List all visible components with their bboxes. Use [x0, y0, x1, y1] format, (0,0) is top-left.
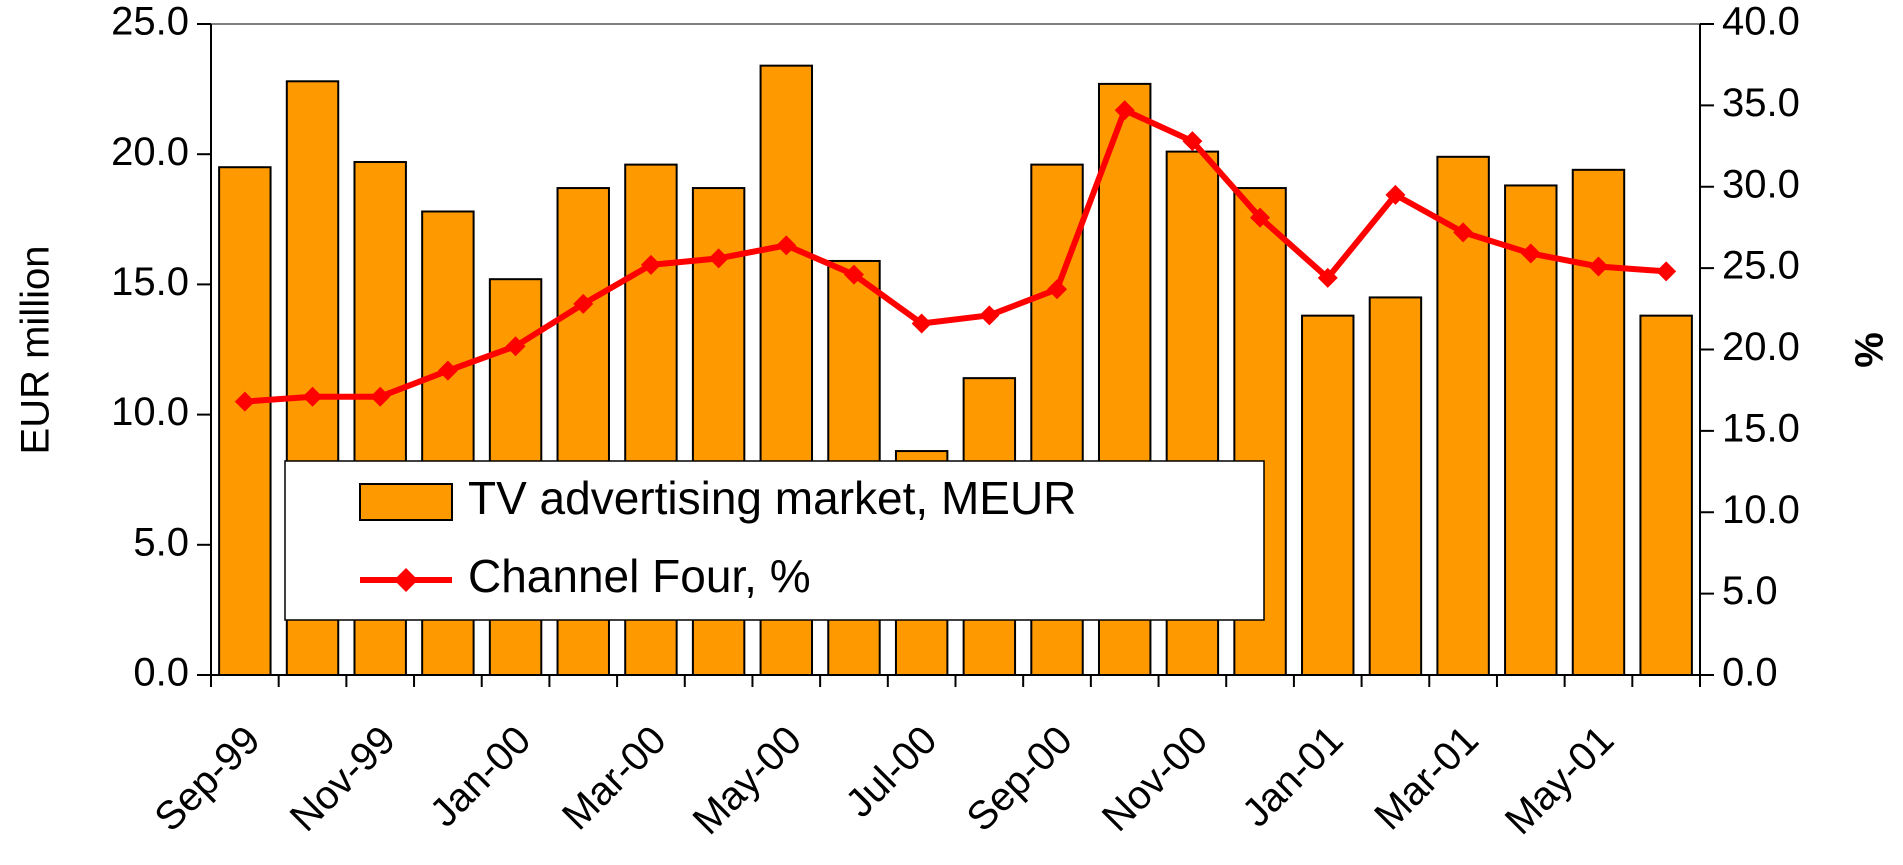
legend-swatch: [359, 483, 453, 521]
marker: [979, 305, 1000, 326]
x-tick-label: Jan-00: [422, 718, 540, 836]
marker: [573, 293, 594, 314]
marker: [843, 264, 864, 285]
y-tick-label: 15.0: [111, 260, 189, 304]
y-axis-label: EUR million: [14, 246, 58, 455]
bar: [1504, 184, 1558, 676]
marker: [1250, 207, 1271, 228]
y2-tick-label: 0.0: [1722, 651, 1778, 695]
marker: [234, 391, 255, 412]
y-tick-label: 0.0: [133, 651, 189, 695]
marker: [1520, 243, 1541, 264]
marker: [640, 254, 661, 275]
marker: [1385, 184, 1406, 205]
y2-axis-label: %: [1848, 332, 1892, 368]
y-tick-label: 20.0: [111, 130, 189, 174]
marker: [1114, 100, 1135, 121]
legend-label: Channel Four, %: [468, 550, 811, 602]
bar: [1571, 168, 1626, 676]
x-tick-label: Nov-99: [282, 718, 404, 840]
marker: [708, 248, 729, 269]
y2-tick-label: 35.0: [1722, 81, 1800, 125]
marker: [1047, 279, 1068, 300]
y-tick-label: 10.0: [111, 390, 189, 434]
bar: [218, 166, 272, 676]
x-tick-label: May-01: [1497, 718, 1622, 843]
marker: [1656, 261, 1677, 282]
line: [244, 107, 1667, 405]
marker: [302, 386, 323, 407]
marker: [1453, 222, 1474, 243]
bar: [1368, 296, 1423, 676]
y2-tick-label: 15.0: [1722, 406, 1800, 450]
y2-tick-label: 25.0: [1722, 244, 1800, 288]
x-tick-label: Sep-00: [959, 718, 1081, 840]
x-tick-label: Nov-00: [1094, 718, 1216, 840]
marker: [776, 235, 797, 256]
y2-tick-label: 40.0: [1722, 0, 1800, 44]
legend-label: TV advertising market, MEUR: [468, 472, 1076, 524]
marker: [1182, 131, 1203, 152]
x-tick-label: Jul-00: [837, 718, 945, 826]
bar: [1301, 314, 1355, 676]
y2-tick-label: 30.0: [1722, 162, 1800, 206]
bar: [1639, 314, 1693, 676]
marker: [505, 336, 526, 357]
marker: [370, 386, 391, 407]
bar: [1436, 155, 1490, 676]
y-tick-label: 5.0: [133, 520, 189, 564]
y2-tick-label: 10.0: [1722, 488, 1800, 532]
marker: [1317, 267, 1338, 288]
y-tick-label: 25.0: [111, 0, 189, 44]
x-tick-label: Mar-01: [1366, 718, 1487, 839]
x-tick-label: May-00: [685, 718, 810, 843]
x-tick-label: Mar-00: [554, 718, 675, 839]
y2-tick-label: 20.0: [1722, 325, 1800, 369]
marker: [437, 360, 458, 381]
x-tick-label: Sep-99: [146, 718, 268, 840]
y2-tick-label: 5.0: [1722, 569, 1778, 613]
x-tick-label: Jan-01: [1234, 718, 1352, 836]
legend-marker: [394, 568, 418, 592]
legend: TV advertising market, MEUR Channel Four,…: [284, 460, 1265, 621]
marker: [911, 313, 932, 334]
marker: [1588, 256, 1609, 277]
